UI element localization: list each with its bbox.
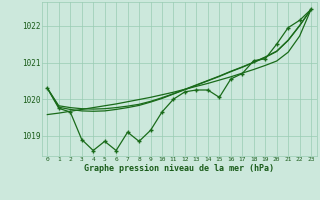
- X-axis label: Graphe pression niveau de la mer (hPa): Graphe pression niveau de la mer (hPa): [84, 164, 274, 173]
